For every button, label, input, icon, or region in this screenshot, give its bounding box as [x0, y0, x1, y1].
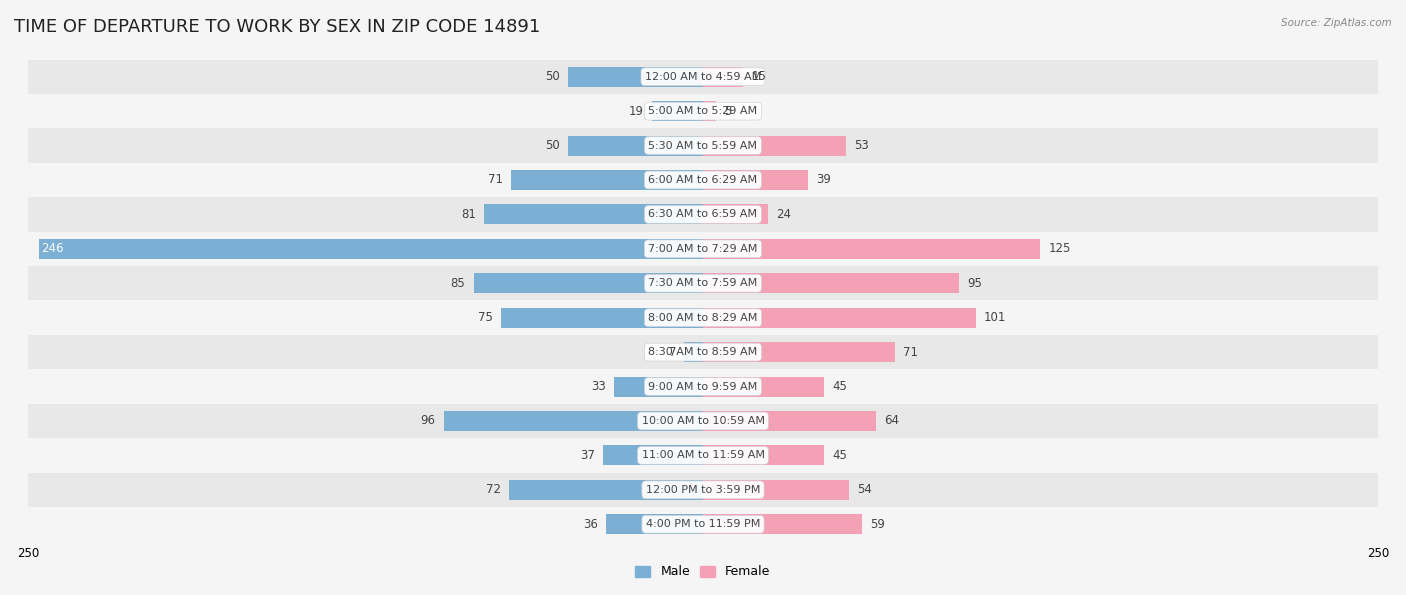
Bar	[703, 239, 1040, 259]
Text: 7: 7	[668, 346, 676, 359]
Bar	[28, 335, 1378, 369]
Text: 19: 19	[628, 105, 644, 118]
Bar	[703, 308, 976, 328]
Text: 50: 50	[546, 139, 560, 152]
Text: 101: 101	[984, 311, 1007, 324]
Bar	[28, 300, 1378, 335]
Bar	[703, 67, 744, 87]
Text: 24: 24	[776, 208, 792, 221]
Text: 246: 246	[42, 242, 65, 255]
Bar	[603, 446, 703, 465]
Bar	[28, 163, 1378, 197]
Text: 7:00 AM to 7:29 AM: 7:00 AM to 7:29 AM	[648, 244, 758, 254]
Bar	[703, 170, 808, 190]
Bar	[703, 411, 876, 431]
Text: 59: 59	[870, 518, 886, 531]
Text: 8:00 AM to 8:29 AM: 8:00 AM to 8:29 AM	[648, 313, 758, 322]
Bar	[509, 480, 703, 500]
Bar	[28, 231, 1378, 266]
Bar	[703, 205, 768, 224]
Text: 125: 125	[1049, 242, 1071, 255]
Text: 9:00 AM to 9:59 AM: 9:00 AM to 9:59 AM	[648, 381, 758, 392]
Text: 36: 36	[583, 518, 598, 531]
Bar	[703, 342, 894, 362]
Legend: Male, Female: Male, Female	[630, 560, 776, 583]
Bar	[568, 136, 703, 155]
Text: 4:00 PM to 11:59 PM: 4:00 PM to 11:59 PM	[645, 519, 761, 529]
Bar	[685, 342, 703, 362]
Bar	[28, 438, 1378, 472]
Text: 33: 33	[591, 380, 606, 393]
Bar	[703, 101, 717, 121]
Bar	[28, 129, 1378, 163]
Text: 75: 75	[478, 311, 492, 324]
Bar	[652, 101, 703, 121]
Text: 12:00 PM to 3:59 PM: 12:00 PM to 3:59 PM	[645, 485, 761, 495]
Bar	[703, 377, 824, 396]
Text: 10:00 AM to 10:59 AM: 10:00 AM to 10:59 AM	[641, 416, 765, 426]
Text: 12:00 AM to 4:59 AM: 12:00 AM to 4:59 AM	[645, 72, 761, 82]
Bar	[28, 60, 1378, 94]
Bar	[28, 94, 1378, 129]
Text: 81: 81	[461, 208, 477, 221]
Bar	[28, 369, 1378, 404]
Text: 5: 5	[724, 105, 733, 118]
Text: 95: 95	[967, 277, 983, 290]
Text: 11:00 AM to 11:59 AM: 11:00 AM to 11:59 AM	[641, 450, 765, 461]
Text: 54: 54	[856, 483, 872, 496]
Bar	[474, 273, 703, 293]
Text: 71: 71	[488, 174, 503, 186]
Bar	[39, 239, 703, 259]
Text: 5:30 AM to 5:59 AM: 5:30 AM to 5:59 AM	[648, 140, 758, 151]
Bar	[28, 266, 1378, 300]
Bar	[614, 377, 703, 396]
Text: 50: 50	[546, 70, 560, 83]
Bar	[512, 170, 703, 190]
Text: 85: 85	[451, 277, 465, 290]
Text: 8:30 AM to 8:59 AM: 8:30 AM to 8:59 AM	[648, 347, 758, 357]
Bar	[444, 411, 703, 431]
Text: TIME OF DEPARTURE TO WORK BY SEX IN ZIP CODE 14891: TIME OF DEPARTURE TO WORK BY SEX IN ZIP …	[14, 18, 540, 36]
Bar	[606, 514, 703, 534]
Text: 71: 71	[903, 346, 918, 359]
Bar	[484, 205, 703, 224]
Text: 45: 45	[832, 449, 848, 462]
Text: 72: 72	[485, 483, 501, 496]
Bar	[28, 404, 1378, 438]
Text: 7:30 AM to 7:59 AM: 7:30 AM to 7:59 AM	[648, 278, 758, 288]
Bar	[703, 273, 959, 293]
Bar	[703, 480, 849, 500]
Text: Source: ZipAtlas.com: Source: ZipAtlas.com	[1281, 18, 1392, 28]
Bar	[28, 197, 1378, 231]
Bar	[501, 308, 703, 328]
Text: 45: 45	[832, 380, 848, 393]
Text: 6:30 AM to 6:59 AM: 6:30 AM to 6:59 AM	[648, 209, 758, 220]
Bar	[703, 136, 846, 155]
Text: 5:00 AM to 5:29 AM: 5:00 AM to 5:29 AM	[648, 106, 758, 116]
Bar	[28, 472, 1378, 507]
Bar	[703, 514, 862, 534]
Bar	[703, 446, 824, 465]
Text: 64: 64	[884, 415, 898, 427]
Bar	[568, 67, 703, 87]
Text: 53: 53	[855, 139, 869, 152]
Text: 96: 96	[420, 415, 436, 427]
Text: 15: 15	[752, 70, 766, 83]
Text: 39: 39	[817, 174, 831, 186]
Text: 37: 37	[581, 449, 595, 462]
Text: 6:00 AM to 6:29 AM: 6:00 AM to 6:29 AM	[648, 175, 758, 185]
Bar	[28, 507, 1378, 541]
